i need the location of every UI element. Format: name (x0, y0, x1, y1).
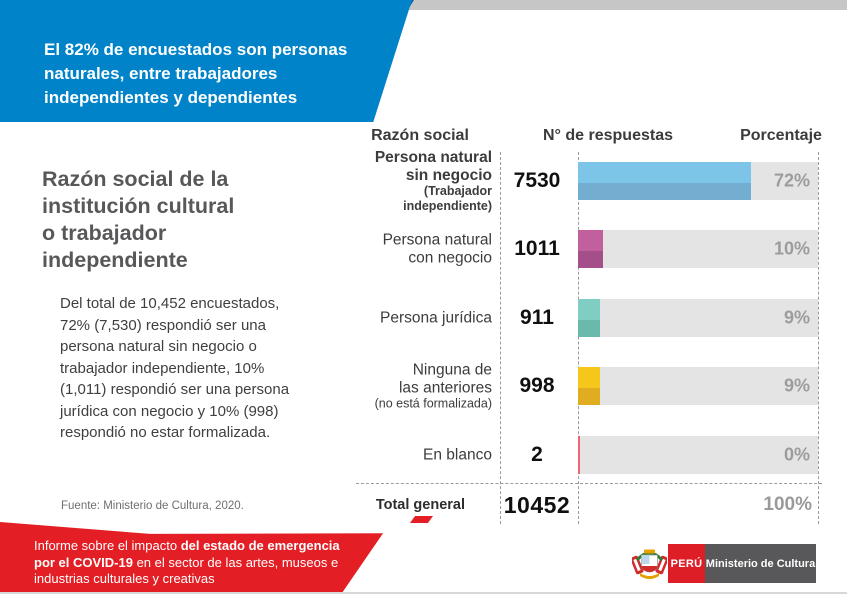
dashed-divider-labels (500, 152, 501, 524)
dashed-divider-total (356, 483, 822, 484)
table-row: Ninguna de las anteriores (no está formali… (0, 352, 847, 420)
bar (578, 436, 580, 474)
row-label: En blanco (272, 446, 492, 464)
ministry-logo-text: Ministerio de Cultura (705, 557, 816, 570)
row-label: Persona jurídica (272, 309, 492, 327)
row-label-line: En blanco (423, 446, 492, 464)
bar-percent-label: 9% (783, 307, 810, 328)
peru-logo-text: PERÚ (670, 557, 703, 570)
bar-track: 9% (578, 367, 818, 405)
footer-banner-slash-accent (410, 516, 433, 523)
peru-logo-red-box: PERÚ (668, 544, 705, 583)
bar-percent-label: 9% (783, 375, 810, 396)
footer-banner-text: Informe sobre el impacto del estado de e… (34, 538, 364, 588)
total-row: Total general 10452 100% (0, 490, 847, 520)
row-label-line: Persona natural (374, 149, 492, 166)
row-sublabel-line: (no está formalizada) (374, 396, 492, 411)
footer-banner-text-segment: en el sector de las artes, museos e indu… (34, 554, 339, 587)
table-row: Persona jurídica 911 9% (0, 284, 847, 352)
top-gray-bar (406, 0, 847, 10)
bar-percent-label: 72% (773, 170, 810, 191)
dashed-divider-bar-start (578, 152, 579, 524)
row-value: 911 (520, 306, 554, 329)
source-note: Fuente: Ministerio de Cultura, 2020. (61, 500, 244, 512)
row-label-line: Persona natural (382, 231, 492, 249)
ministry-logo-box: Ministerio de Cultura (705, 544, 816, 583)
row-value: 7530 (513, 169, 561, 192)
bottom-border-line (0, 592, 847, 594)
footer-banner-text-segment: del estado de emergencia por el COVID-19 (34, 538, 340, 570)
peru-coat-of-arms-icon (632, 549, 667, 581)
row-label: Persona natural sin negocio (Trabajador ind… (272, 149, 492, 213)
row-label-line: Persona jurídica (379, 309, 492, 327)
row-label: Ninguna de las anteriores (no está formali… (272, 361, 492, 411)
bar-track: 10% (578, 230, 818, 268)
row-label-line: sin negocio (405, 166, 492, 184)
dashed-divider-bar-end (818, 152, 819, 524)
bar-track: 9% (578, 299, 818, 337)
bar-percent-label: 10% (773, 238, 810, 259)
total-percent: 100% (763, 494, 812, 515)
column-header-porcentaje: Porcentaje (740, 127, 822, 144)
table-row: Persona natural sin negocio (Trabajador ind… (0, 147, 847, 215)
row-label: Persona natural con negocio (272, 232, 492, 267)
footer-banner: Informe sobre el impacto del estado de e… (0, 522, 384, 592)
total-label: Total general (375, 497, 465, 513)
bar (578, 162, 751, 200)
table-row: Persona natural con negocio 1011 10% (0, 215, 847, 283)
row-label-line: las anteriores (398, 378, 492, 396)
headline-text: El 82% de encuestados son personas natur… (44, 40, 348, 107)
row-sublabel-line: (Trabajador (423, 184, 492, 198)
row-value: 2 (531, 443, 543, 466)
column-header-razon-social: Razón social (371, 127, 469, 144)
column-header-respuestas: N° de respuestas (542, 127, 673, 144)
total-value: 10452 (503, 492, 571, 518)
table-row: En blanco 2 0% (0, 421, 847, 489)
row-label-line: Ninguna de (412, 361, 492, 379)
summary-paragraph: Del total de 10,452 encuestados, 72% (7,… (60, 295, 290, 441)
footer-banner-text-segment: Informe sobre el impacto (34, 538, 181, 553)
row-sublabel-line: independiente) (403, 198, 492, 213)
page-title: Razón social de la institución cultural … (42, 167, 235, 272)
bar (578, 367, 601, 405)
row-value: 1011 (514, 237, 560, 260)
row-value: 998 (519, 374, 555, 397)
row-label-line: con negocio (408, 249, 492, 266)
bar-track: 0% (578, 436, 818, 474)
headline-banner: El 82% de encuestados son personas natur… (0, 0, 412, 122)
bar (578, 230, 603, 268)
bar (578, 299, 601, 337)
bar-track: 72% (578, 162, 818, 200)
bar-percent-label: 0% (783, 444, 810, 465)
